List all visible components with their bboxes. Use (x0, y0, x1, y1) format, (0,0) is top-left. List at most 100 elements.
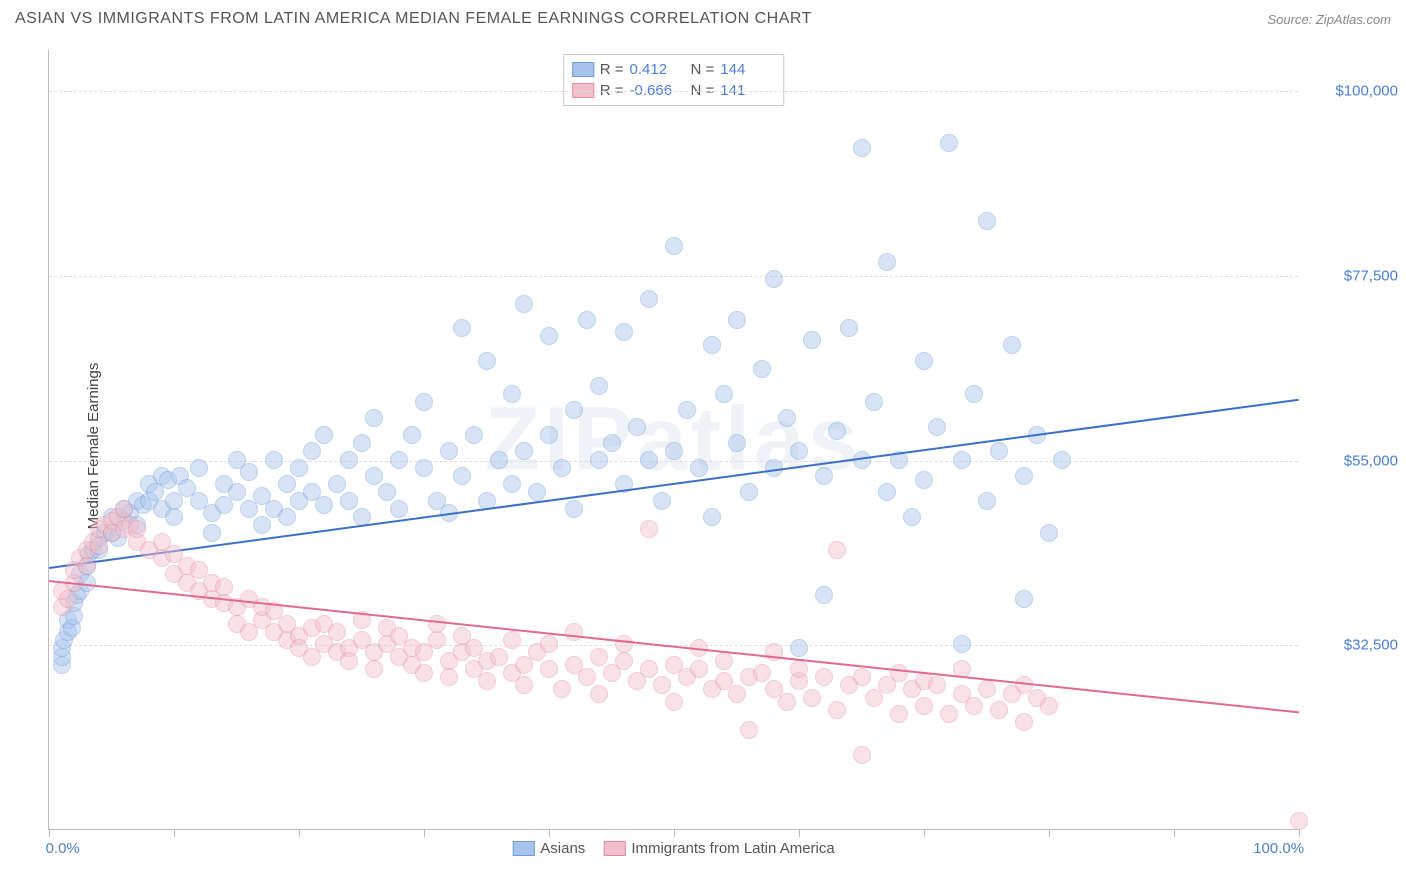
data-point (965, 697, 983, 715)
data-point (315, 426, 333, 444)
data-point (540, 327, 558, 345)
data-point (753, 664, 771, 682)
data-point (365, 467, 383, 485)
data-point (790, 442, 808, 460)
data-point (578, 311, 596, 329)
data-point (640, 520, 658, 538)
data-point (903, 508, 921, 526)
data-point (353, 434, 371, 452)
plot-area: ZIPatlas R =0.412N =144R =-0.666N =141 A… (48, 50, 1298, 830)
data-point (415, 393, 433, 411)
gridline (49, 276, 1298, 277)
x-tick-label: 0.0% (46, 840, 80, 857)
chart-title: ASIAN VS IMMIGRANTS FROM LATIN AMERICA M… (15, 10, 812, 28)
data-point (565, 401, 583, 419)
data-point (703, 508, 721, 526)
data-point (765, 270, 783, 288)
data-point (815, 668, 833, 686)
data-point (953, 451, 971, 469)
data-point (59, 590, 77, 608)
data-point (340, 451, 358, 469)
data-point (803, 331, 821, 349)
y-tick-label: $77,500 (1308, 267, 1398, 284)
data-point (778, 693, 796, 711)
data-point (615, 635, 633, 653)
data-point (728, 434, 746, 452)
legend-swatch (512, 841, 534, 856)
data-point (665, 442, 683, 460)
data-point (965, 385, 983, 403)
x-tick (1049, 829, 1050, 837)
data-point (990, 701, 1008, 719)
data-point (265, 451, 283, 469)
x-tick (299, 829, 300, 837)
data-point (603, 434, 621, 452)
data-point (853, 139, 871, 157)
data-point (828, 541, 846, 559)
chart-source: Source: ZipAtlas.com (1267, 12, 1391, 27)
data-point (390, 451, 408, 469)
bottom-legend-item: Immigrants from Latin America (603, 840, 834, 857)
data-point (803, 689, 821, 707)
data-point (878, 483, 896, 501)
data-point (290, 459, 308, 477)
data-point (1003, 336, 1021, 354)
data-point (478, 672, 496, 690)
data-point (915, 352, 933, 370)
data-point (78, 557, 96, 575)
data-point (815, 467, 833, 485)
legend-label: Asians (540, 840, 585, 857)
data-point (853, 746, 871, 764)
data-point (728, 311, 746, 329)
data-point (640, 290, 658, 308)
data-point (490, 648, 508, 666)
data-point (390, 500, 408, 518)
legend-n-value: 144 (720, 61, 775, 78)
data-point (828, 701, 846, 719)
data-point (190, 459, 208, 477)
data-point (440, 442, 458, 460)
data-point (378, 483, 396, 501)
data-point (665, 237, 683, 255)
data-point (915, 697, 933, 715)
legend-swatch (603, 841, 625, 856)
x-tick (549, 829, 550, 837)
data-point (503, 475, 521, 493)
data-point (403, 426, 421, 444)
data-point (590, 451, 608, 469)
data-point (640, 660, 658, 678)
data-point (828, 422, 846, 440)
data-point (440, 668, 458, 686)
data-point (128, 520, 146, 538)
data-point (628, 418, 646, 436)
data-point (853, 668, 871, 686)
y-tick-label: $32,500 (1308, 637, 1398, 654)
data-point (953, 635, 971, 653)
data-point (715, 652, 733, 670)
data-point (690, 660, 708, 678)
x-tick (799, 829, 800, 837)
legend-swatch (572, 62, 594, 77)
data-point (1015, 590, 1033, 608)
data-point (703, 336, 721, 354)
legend-n-label: N = (691, 61, 715, 78)
data-point (240, 463, 258, 481)
data-point (303, 442, 321, 460)
data-point (665, 693, 683, 711)
data-point (428, 615, 446, 633)
data-point (590, 648, 608, 666)
data-point (540, 426, 558, 444)
data-point (653, 492, 671, 510)
data-point (553, 680, 571, 698)
data-point (790, 639, 808, 657)
data-point (478, 352, 496, 370)
data-point (1040, 697, 1058, 715)
data-point (253, 516, 271, 534)
data-point (453, 319, 471, 337)
data-point (365, 409, 383, 427)
data-point (215, 578, 233, 596)
data-point (415, 664, 433, 682)
bottom-legend-item: Asians (512, 840, 585, 857)
data-point (115, 500, 133, 518)
data-point (715, 385, 733, 403)
